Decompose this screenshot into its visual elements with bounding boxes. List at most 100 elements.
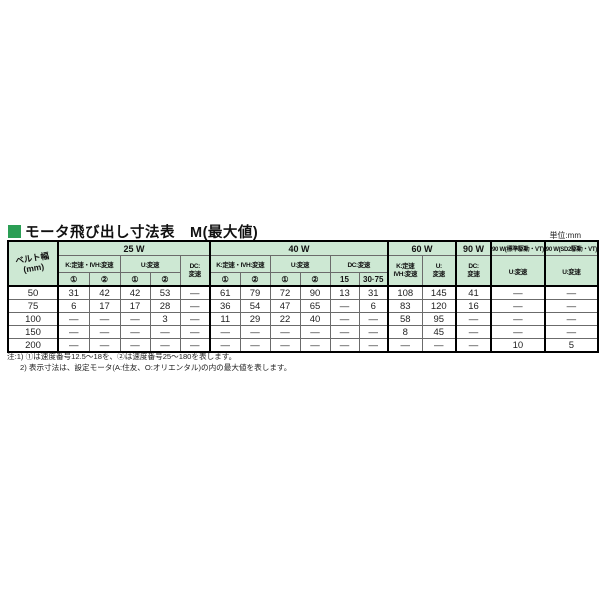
dimension-cell: — [490, 299, 546, 313]
dimension-cell: — [179, 285, 211, 300]
dimension-cell: — [421, 338, 457, 353]
belt-width-value: 100 [7, 312, 59, 326]
dimension-cell: 11 [209, 312, 241, 326]
subheader-25w-u: U:変速 [119, 255, 181, 273]
dimension-cell: — [209, 338, 241, 353]
dimension-cell: 16 [455, 299, 492, 313]
dimension-cell: — [57, 325, 90, 339]
dimension-cell: 95 [421, 312, 457, 326]
subheader-circle2: ② [299, 272, 331, 287]
dimension-cell: — [179, 299, 211, 313]
dimension-cell: — [57, 312, 90, 326]
table-header-25w: 25 W [57, 240, 211, 256]
dimension-cell: 5 [543, 338, 599, 353]
subheader-circle2: ② [239, 272, 271, 287]
dimension-cell: — [239, 325, 271, 339]
dimension-cell: 29 [239, 312, 271, 326]
dimension-cell: — [209, 325, 241, 339]
subheader-dc-15: 15 [329, 272, 360, 287]
dimension-cell: — [119, 312, 151, 326]
dimension-cell: — [119, 338, 151, 353]
dimension-cell: 72 [269, 285, 301, 300]
dimension-cell: 79 [239, 285, 271, 300]
table-row: 50 31 42 42 53—61 79 72 90 13 31 108 145 41— — [7, 285, 599, 300]
belt-width-value: 50 [7, 285, 59, 300]
subheader-circle1: ① [209, 272, 241, 287]
dimension-cell: — [329, 338, 360, 353]
note-line-1: 注:1) ①は速度番号12.5〜18を、②は速度番号25〜180を表します。 [7, 352, 237, 361]
subheader-40w-dc: DC:変速 [329, 255, 389, 273]
dimension-cell: 36 [209, 299, 241, 313]
dimension-cell: 45 [421, 325, 457, 339]
dimension-cell: — [269, 338, 301, 353]
subheader-circle1: ① [119, 272, 151, 287]
dimension-cell: 83 [387, 299, 423, 313]
table-row: 75 6 17 17 28—36 54 47 65—6 83 120 16— — [7, 299, 599, 313]
belt-width-value: 75 [7, 299, 59, 313]
table-header-90w-sd2-vt: 90 W(SD2駆動・VT) [543, 240, 599, 256]
dimension-cell: 6 [57, 299, 90, 313]
dimension-cell: — [543, 325, 599, 339]
dimension-cell: — [543, 312, 599, 326]
dimension-cell: 53 [149, 285, 181, 300]
dimension-cell: — [179, 312, 211, 326]
dimension-cell: — [57, 338, 90, 353]
dimension-cell: — [239, 338, 271, 353]
dimension-cell: 61 [209, 285, 241, 300]
dimension-cell: — [543, 299, 599, 313]
dimension-cell: — [490, 325, 546, 339]
dimension-cell: — [329, 299, 360, 313]
dimension-cell: — [358, 312, 389, 326]
dimension-cell: 6 [358, 299, 389, 313]
dimension-cell: 8 [387, 325, 423, 339]
table-header-90w: 90 W [455, 240, 492, 256]
subheader-circle2: ② [149, 272, 181, 287]
dimension-cell: 17 [88, 299, 121, 313]
dimension-cell: 58 [387, 312, 423, 326]
dimension-cell: 120 [421, 299, 457, 313]
dimension-cell: — [358, 325, 389, 339]
dimension-cell: 145 [421, 285, 457, 300]
table-row: 150— — — — — — — — — — —8 45— — — [7, 325, 599, 339]
table-header-row-wattage: ベルト幅 (mm) 25 W 40 W 60 W 90 W 90 W(標準駆動・… [7, 240, 599, 287]
dimension-cell: — [455, 325, 492, 339]
dimension-cell: 17 [119, 299, 151, 313]
subheader-60w-k-ivh: K:定速 IVH:変速 [387, 255, 423, 287]
dimension-cell: — [358, 338, 389, 353]
dimension-cell: — [490, 312, 546, 326]
dimension-cell: — [387, 338, 423, 353]
section-marker-icon [8, 225, 21, 238]
dimension-cell: — [455, 338, 492, 353]
dimension-cell: 42 [119, 285, 151, 300]
dimension-cell: 40 [299, 312, 331, 326]
table-row: 100— — —3—11 29 22 40— —58 95— — — [7, 312, 599, 326]
dimension-cell: — [269, 325, 301, 339]
dimension-cell: 28 [149, 299, 181, 313]
subheader-90w-sd2-u: U:変速 [543, 255, 599, 287]
dimension-cell: 42 [88, 285, 121, 300]
table-header-row-speedtype: K:定速・IVH:変速 U:変速 DC: 変速 K:定速・IVH:変速 U:変速 … [8, 255, 599, 287]
dimension-cell: — [179, 338, 211, 353]
table-row: 200— — — — — — — — — — — — — —10 5 [7, 338, 599, 353]
dimension-cell: 31 [358, 285, 389, 300]
dimension-cell: 41 [455, 285, 492, 300]
unit-label: 単位:mm [549, 231, 581, 240]
dimension-cell: — [179, 325, 211, 339]
dimension-cell: 54 [239, 299, 271, 313]
table-header-40w: 40 W [209, 240, 389, 256]
dimension-cell: — [88, 312, 121, 326]
subheader-90w-std-u: U:変速 [490, 255, 546, 287]
belt-width-value: 150 [7, 325, 59, 339]
dimension-table: ベルト幅 (mm) 25 W 40 W 60 W 90 W 90 W(標準駆動・… [7, 240, 599, 353]
dimension-cell: — [543, 285, 599, 300]
section-title-row: モータ飛び出し寸法表 M(最大値) [8, 221, 258, 242]
dimension-cell: — [88, 325, 121, 339]
subheader-dc-30-75: 30·75 [358, 272, 389, 287]
dimension-cell: — [455, 312, 492, 326]
dimension-cell: — [149, 325, 181, 339]
subheader-25w-dc: DC: 変速 [179, 255, 211, 287]
subheader-40w-k-ivh: K:定速・IVH:変速 [209, 255, 271, 273]
subheader-circle1: ① [57, 272, 90, 287]
subheader-90w-dc: DC: 変速 [455, 255, 492, 287]
